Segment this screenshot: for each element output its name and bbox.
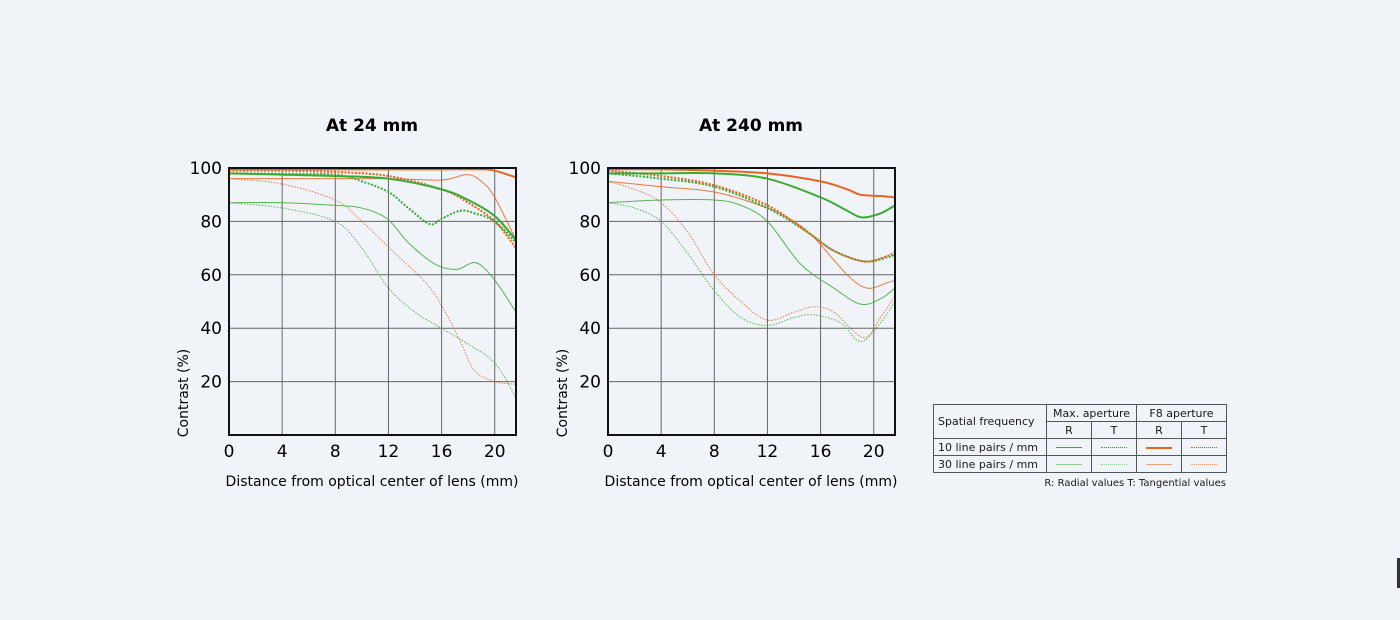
y-tick-label: 100	[569, 159, 601, 179]
series-f8-r10	[607, 168, 896, 199]
legend-max-t: T	[1091, 421, 1137, 439]
chart-title: At 240 mm	[699, 116, 803, 136]
legend-f8-aperture: F8 aperture	[1136, 404, 1227, 422]
series-max-r10	[607, 171, 896, 219]
legend-max-aperture: Max. aperture	[1046, 404, 1137, 422]
legend-swatch-f8-t30	[1191, 464, 1217, 465]
legend-swatch-f8-r10	[1146, 446, 1172, 449]
x-tick-label: 0	[603, 442, 614, 462]
y-tick-label: 60	[200, 266, 222, 286]
y-axis-label: Contrast (%)	[555, 349, 571, 438]
legend-swatch-max-t30	[1101, 464, 1127, 465]
series-f8-r30	[607, 180, 896, 289]
legend-swatch-max-r30	[1056, 464, 1082, 465]
y-tick-label: 20	[200, 373, 222, 393]
series-max-t10	[228, 172, 517, 244]
chart-title: At 24 mm	[326, 116, 418, 136]
y-tick-label: 40	[200, 319, 222, 339]
legend-swatch-f8-t10	[1191, 447, 1217, 448]
y-tick-label: 40	[579, 319, 601, 339]
legend-row-10: 10 line pairs / mm	[933, 438, 1047, 456]
series-max-t30	[228, 202, 517, 398]
y-tick-label: 80	[200, 212, 222, 232]
legend-row-30: 30 line pairs / mm	[933, 455, 1047, 473]
y-axis-label: Contrast (%)	[176, 349, 192, 438]
legend-swatch-max-r10	[1056, 447, 1082, 448]
series-f8-t30	[607, 180, 896, 339]
x-tick-label: 12	[757, 442, 779, 462]
chart-24mm: At 24 mm 0 4 8 12 16 20 20 40 60 80 100 Distance fro…	[176, 116, 518, 490]
series-max-t10	[607, 172, 896, 263]
x-tick-label: 20	[484, 442, 506, 462]
legend-max-r: R	[1046, 421, 1092, 439]
legend-swatch-max-t10	[1101, 447, 1127, 448]
x-tick-label: 4	[656, 442, 667, 462]
legend-f8-r: R	[1136, 421, 1182, 439]
legend-f8-t: T	[1181, 421, 1227, 439]
series-max-r10	[228, 172, 517, 241]
plot-frame	[228, 167, 517, 436]
x-tick-label: 0	[224, 442, 235, 462]
y-tick-label: 100	[190, 159, 222, 179]
series-f8-t10	[228, 169, 517, 249]
y-tick-label: 20	[579, 373, 601, 393]
series-max-r30	[228, 202, 517, 313]
x-tick-label: 16	[431, 442, 453, 462]
y-tick-label: 60	[579, 266, 601, 286]
scrollbar[interactable]	[1397, 558, 1400, 588]
x-tick-label: 12	[378, 442, 400, 462]
y-tick-label: 80	[579, 212, 601, 232]
x-tick-label: 16	[810, 442, 832, 462]
chart-240mm: At 240 mm 0 4 8 12 16 20 20 40 60 80 100 Distance fr…	[555, 116, 897, 490]
legend-table: Spatial frequency Max. aperture F8 apert…	[933, 404, 1227, 473]
x-tick-label: 8	[709, 442, 720, 462]
x-axis-label: Distance from optical center of lens (mm…	[605, 474, 898, 490]
x-tick-label: 8	[330, 442, 341, 462]
plot-frame	[607, 167, 896, 436]
series-f8-r30	[229, 174, 517, 241]
series-max-r30	[607, 199, 896, 306]
x-tick-label: 20	[863, 442, 885, 462]
legend-swatch-f8-r30	[1146, 464, 1172, 465]
series-f8-r10	[229, 168, 517, 179]
legend-note: R: Radial values T: Tangential values	[1044, 478, 1226, 489]
series-max-t30	[607, 202, 896, 343]
legend-spatial-frequency: Spatial frequency	[933, 404, 1047, 439]
x-tick-label: 4	[277, 442, 288, 462]
series-f8-t30	[228, 178, 517, 385]
x-axis-label: Distance from optical center of lens (mm…	[226, 474, 519, 490]
series-f8-t10	[607, 169, 896, 263]
